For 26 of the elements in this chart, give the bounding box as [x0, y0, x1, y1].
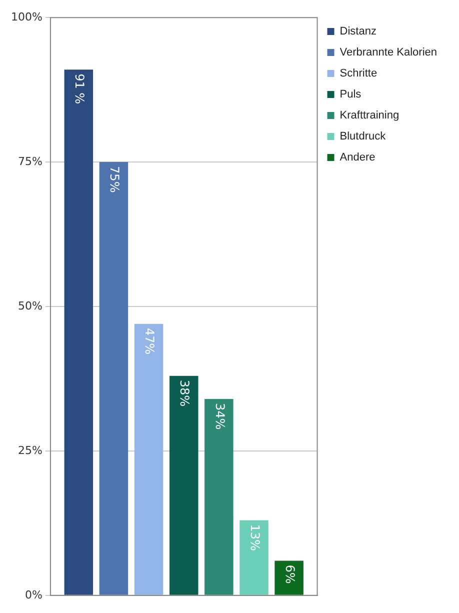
y-tick-label: 0%: [24, 588, 42, 602]
legend-label: Verbrannte Kalorien: [340, 46, 437, 59]
bar: [64, 70, 94, 595]
bar: [274, 560, 304, 595]
bar: [204, 398, 234, 595]
data-label: 13%: [248, 524, 262, 551]
legend-label: Andere: [340, 152, 376, 164]
legend-label: Krafttraining: [340, 110, 400, 122]
data-label: 75%: [108, 166, 122, 193]
legend-label: Blutdruck: [340, 130, 386, 143]
bar: [240, 520, 268, 595]
legend-label: Puls: [340, 88, 362, 101]
legend-label: Schritte: [340, 68, 378, 80]
data-label: 47%: [142, 328, 157, 355]
data-label: 6%: [282, 564, 297, 584]
bar: [169, 376, 198, 595]
y-tick-label: 25%: [18, 444, 42, 457]
data-label: 38%: [178, 380, 192, 407]
y-tick-label: 75%: [18, 154, 42, 168]
bar: [134, 324, 164, 595]
legend-label: Distanz: [340, 26, 376, 38]
data-label: 91 %: [72, 74, 87, 104]
y-tick-label: 100%: [10, 10, 42, 24]
y-tick-label: 50%: [18, 299, 42, 312]
data-label: 34%: [212, 402, 227, 430]
bar: [99, 162, 128, 595]
